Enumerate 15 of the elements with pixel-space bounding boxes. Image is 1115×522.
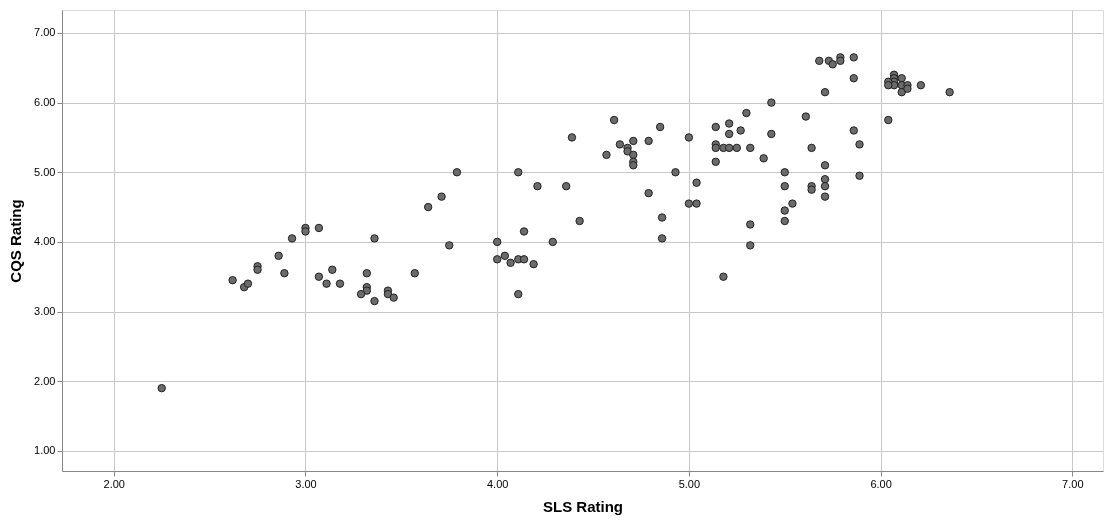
y-axis-title: CQS Rating xyxy=(7,199,25,283)
y-tick-label: 1.00 xyxy=(34,444,56,457)
y-tick-label: 6.00 xyxy=(34,96,56,109)
x-tick-label: 5.00 xyxy=(678,477,701,490)
y-tick-label: 4.00 xyxy=(34,235,56,248)
x-tick-label: 3.00 xyxy=(295,477,317,490)
x-tick-label: 4.00 xyxy=(486,477,509,490)
x-axis-title: SLS Rating xyxy=(542,497,624,515)
y-tick-label: 5.00 xyxy=(34,165,56,178)
x-tick-label: 2.00 xyxy=(103,477,125,490)
x-tick-label: 7.00 xyxy=(1062,477,1084,490)
y-tick-label: 3.00 xyxy=(34,305,56,318)
x-tick-label: 6.00 xyxy=(870,477,892,490)
y-tick-label: 2.00 xyxy=(34,374,56,387)
y-tick-label: 7.00 xyxy=(34,26,56,39)
